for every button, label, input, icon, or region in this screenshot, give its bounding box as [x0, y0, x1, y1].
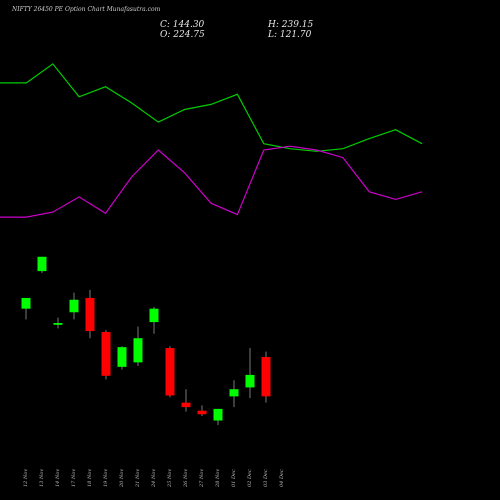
candle-body [133, 338, 143, 363]
x-tick-label: 14 Nov [55, 469, 61, 487]
x-tick-label: 03 Dec [263, 469, 269, 487]
candle-body [229, 389, 239, 397]
open-value: O: 224.75 [160, 30, 205, 40]
x-tick-label: 26 Nov [183, 469, 189, 488]
candle-body [53, 323, 63, 325]
series-line-2 [0, 145, 423, 218]
close-value: C: 144.30 [160, 20, 205, 30]
x-tick-label: 01 Dec [231, 469, 237, 487]
high-value: H: 239.15 [268, 20, 314, 30]
x-tick-label: 02 Dec [247, 469, 253, 487]
x-tick-label: 17 Nov [71, 469, 77, 487]
x-tick-label: 20 Nov [119, 469, 125, 488]
low-value: L: 121.70 [268, 30, 312, 40]
x-tick-label: 24 Nov [151, 469, 157, 488]
series-line-1 [0, 63, 423, 152]
chart-title: NIFTY 26450 PE Option Chart Munafasutra.… [12, 6, 161, 13]
x-tick-label: 19 Nov [103, 469, 109, 487]
candle-body [197, 410, 207, 415]
x-tick-label: 21 Nov [135, 469, 141, 488]
candle-body [101, 331, 111, 376]
candle-body [117, 347, 127, 367]
candle-body [261, 357, 271, 397]
x-tick-label: 04 Dec [279, 469, 285, 487]
x-tick-label: 27 Nov [199, 469, 205, 488]
candle-body [165, 348, 175, 396]
candle-body [85, 297, 95, 332]
candle-body [149, 308, 159, 323]
x-tick-label: 18 Nov [87, 469, 93, 487]
x-tick-label: 13 Nov [39, 469, 45, 487]
candle-body [37, 256, 47, 272]
candle-body [213, 408, 223, 421]
x-tick-label: 28 Nov [215, 469, 221, 488]
candle-body [21, 297, 31, 309]
x-tick-label: 25 Nov [167, 469, 173, 488]
x-tick-label: 12 Nov [23, 469, 29, 487]
candle-body [181, 402, 191, 408]
candle-body [69, 299, 79, 313]
candle-body [245, 374, 255, 388]
